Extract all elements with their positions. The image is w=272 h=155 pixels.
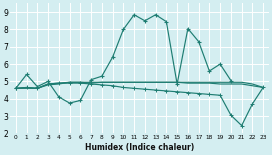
X-axis label: Humidex (Indice chaleur): Humidex (Indice chaleur) bbox=[85, 143, 194, 152]
